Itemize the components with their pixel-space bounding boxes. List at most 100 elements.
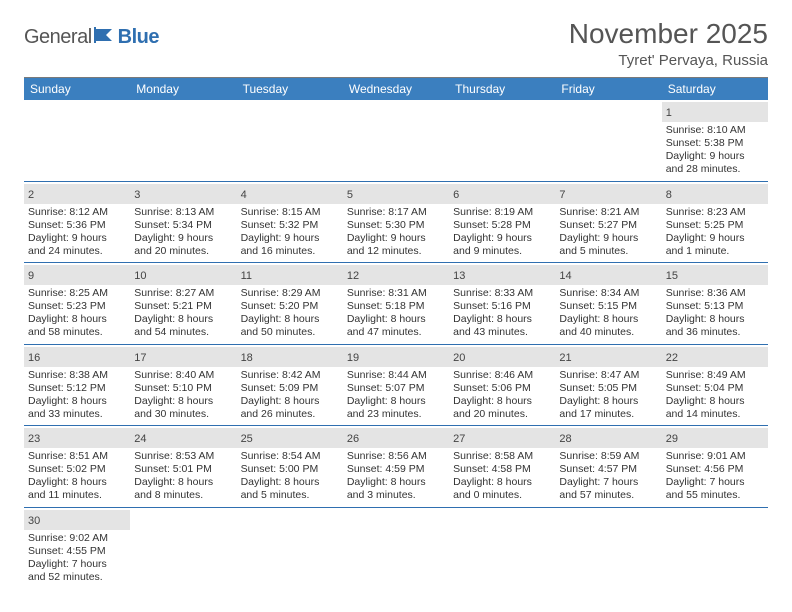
sunrise-line: Sunrise: 8:42 AM (241, 369, 339, 382)
day-number: 23 (28, 433, 40, 445)
sunrise-line: Sunrise: 8:17 AM (347, 206, 445, 219)
day-number: 27 (453, 433, 465, 445)
sunrise-line: Sunrise: 9:01 AM (666, 450, 764, 463)
day-cell: 3Sunrise: 8:13 AMSunset: 5:34 PMDaylight… (130, 182, 236, 264)
sunset-line: Sunset: 5:00 PM (241, 463, 339, 476)
day-number: 28 (559, 433, 571, 445)
day-cell: 5Sunrise: 8:17 AMSunset: 5:30 PMDaylight… (343, 182, 449, 264)
sunrise-line: Sunrise: 8:58 AM (453, 450, 551, 463)
sunset-line: Sunset: 5:12 PM (28, 382, 126, 395)
day-number-bar: 11 (237, 265, 343, 285)
day-cell: 2Sunrise: 8:12 AMSunset: 5:36 PMDaylight… (24, 182, 130, 264)
sunrise-line: Sunrise: 8:46 AM (453, 369, 551, 382)
sunset-line: Sunset: 5:25 PM (666, 219, 764, 232)
day-number: 16 (28, 352, 40, 364)
daylight-line: Daylight: 8 hours and 3 minutes. (347, 476, 445, 502)
day-number: 30 (28, 515, 40, 527)
sunrise-line: Sunrise: 8:23 AM (666, 206, 764, 219)
day-cell: 9Sunrise: 8:25 AMSunset: 5:23 PMDaylight… (24, 263, 130, 345)
sunrise-line: Sunrise: 8:21 AM (559, 206, 657, 219)
day-cell: 22Sunrise: 8:49 AMSunset: 5:04 PMDayligh… (662, 345, 768, 427)
day-number: 26 (347, 433, 359, 445)
sunrise-line: Sunrise: 8:29 AM (241, 287, 339, 300)
day-number-bar: 17 (130, 347, 236, 367)
daylight-line: Daylight: 8 hours and 40 minutes. (559, 313, 657, 339)
daylight-line: Daylight: 8 hours and 36 minutes. (666, 313, 764, 339)
day-number-bar: 6 (449, 184, 555, 204)
day-number: 9 (28, 270, 34, 282)
day-cell: 28Sunrise: 8:59 AMSunset: 4:57 PMDayligh… (555, 426, 661, 508)
blank-cell (130, 100, 236, 182)
sunrise-line: Sunrise: 8:47 AM (559, 369, 657, 382)
sunrise-line: Sunrise: 8:25 AM (28, 287, 126, 300)
day-number-bar: 21 (555, 347, 661, 367)
page-title: November 2025 (569, 18, 768, 50)
day-cell: 4Sunrise: 8:15 AMSunset: 5:32 PMDaylight… (237, 182, 343, 264)
weekday-header: Thursday (449, 78, 555, 100)
day-number: 24 (134, 433, 146, 445)
day-number: 18 (241, 352, 253, 364)
day-cell: 30Sunrise: 9:02 AMSunset: 4:55 PMDayligh… (24, 508, 130, 589)
day-number-bar: 12 (343, 265, 449, 285)
day-number-bar: 27 (449, 428, 555, 448)
daylight-line: Daylight: 9 hours and 20 minutes. (134, 232, 232, 258)
day-cell: 23Sunrise: 8:51 AMSunset: 5:02 PMDayligh… (24, 426, 130, 508)
day-number-bar: 4 (237, 184, 343, 204)
daylight-line: Daylight: 8 hours and 26 minutes. (241, 395, 339, 421)
sunset-line: Sunset: 5:28 PM (453, 219, 551, 232)
sunset-line: Sunset: 5:20 PM (241, 300, 339, 313)
day-number: 17 (134, 352, 146, 364)
day-number: 1 (666, 107, 672, 119)
sunrise-line: Sunrise: 8:54 AM (241, 450, 339, 463)
day-cell: 7Sunrise: 8:21 AMSunset: 5:27 PMDaylight… (555, 182, 661, 264)
day-number-bar: 29 (662, 428, 768, 448)
daylight-line: Daylight: 9 hours and 16 minutes. (241, 232, 339, 258)
daylight-line: Daylight: 8 hours and 54 minutes. (134, 313, 232, 339)
sunrise-line: Sunrise: 8:53 AM (134, 450, 232, 463)
day-number: 29 (666, 433, 678, 445)
day-number: 6 (453, 189, 459, 201)
sunset-line: Sunset: 4:56 PM (666, 463, 764, 476)
day-number-bar: 28 (555, 428, 661, 448)
daylight-line: Daylight: 9 hours and 1 minute. (666, 232, 764, 258)
day-number: 7 (559, 189, 565, 201)
sunset-line: Sunset: 5:06 PM (453, 382, 551, 395)
header-row: General Blue November 2025 Tyret' Pervay… (24, 18, 768, 69)
day-cell: 13Sunrise: 8:33 AMSunset: 5:16 PMDayligh… (449, 263, 555, 345)
calendar-grid: SundayMondayTuesdayWednesdayThursdayFrid… (24, 77, 768, 588)
sunrise-line: Sunrise: 8:13 AM (134, 206, 232, 219)
daylight-line: Daylight: 8 hours and 5 minutes. (241, 476, 339, 502)
day-number-bar: 20 (449, 347, 555, 367)
sunrise-line: Sunrise: 8:10 AM (666, 124, 764, 137)
day-cell: 26Sunrise: 8:56 AMSunset: 4:59 PMDayligh… (343, 426, 449, 508)
day-cell: 25 Sunrise: 8:54 AMSunset: 5:00 PMDayligh… (237, 426, 343, 508)
day-cell: 19Sunrise: 8:44 AMSunset: 5:07 PMDayligh… (343, 345, 449, 427)
sunset-line: Sunset: 5:13 PM (666, 300, 764, 313)
day-cell: 18Sunrise: 8:42 AMSunset: 5:09 PMDayligh… (237, 345, 343, 427)
day-cell: 29Sunrise: 9:01 AMSunset: 4:56 PMDayligh… (662, 426, 768, 508)
day-cell: 24Sunrise: 8:53 AMSunset: 5:01 PMDayligh… (130, 426, 236, 508)
day-number: 11 (241, 270, 252, 282)
sunrise-line: Sunrise: 8:38 AM (28, 369, 126, 382)
sunrise-line: Sunrise: 8:36 AM (666, 287, 764, 300)
blank-cell (343, 100, 449, 182)
daylight-line: Daylight: 8 hours and 50 minutes. (241, 313, 339, 339)
day-number: 25 (241, 433, 253, 445)
day-number: 10 (134, 270, 146, 282)
sunset-line: Sunset: 5:15 PM (559, 300, 657, 313)
sunrise-line: Sunrise: 8:31 AM (347, 287, 445, 300)
day-number: 3 (134, 189, 140, 201)
daylight-line: Daylight: 8 hours and 58 minutes. (28, 313, 126, 339)
day-number-bar: 3 (130, 184, 236, 204)
sunset-line: Sunset: 5:07 PM (347, 382, 445, 395)
daylight-line: Daylight: 8 hours and 20 minutes. (453, 395, 551, 421)
daylight-line: Daylight: 8 hours and 33 minutes. (28, 395, 126, 421)
sunset-line: Sunset: 5:27 PM (559, 219, 657, 232)
day-cell: 10Sunrise: 8:27 AMSunset: 5:21 PMDayligh… (130, 263, 236, 345)
logo-text-general: General (24, 26, 92, 49)
sunset-line: Sunset: 5:30 PM (347, 219, 445, 232)
sunrise-line: Sunrise: 8:44 AM (347, 369, 445, 382)
flag-icon (94, 27, 116, 48)
daylight-line: Daylight: 8 hours and 43 minutes. (453, 313, 551, 339)
day-number-bar: 1 (662, 102, 768, 122)
